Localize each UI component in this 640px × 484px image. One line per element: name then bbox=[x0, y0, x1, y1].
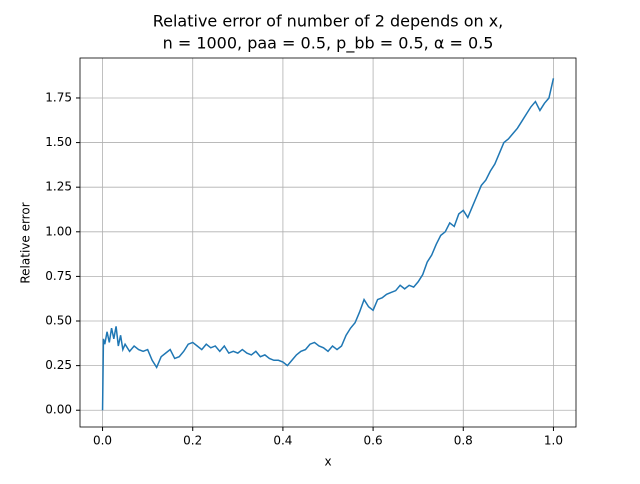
chart-title: Relative error of number of 2 depends on… bbox=[153, 12, 504, 31]
x-tick-label: 1.0 bbox=[544, 434, 563, 448]
y-axis-label: Relative error bbox=[19, 202, 33, 283]
y-tick-label: 0.75 bbox=[45, 269, 72, 283]
plot-frame bbox=[79, 57, 577, 428]
y-tick-label: 0.50 bbox=[45, 314, 72, 328]
x-axis-label: x bbox=[324, 455, 331, 469]
x-tick-label: 0.6 bbox=[364, 434, 383, 448]
chart-title: n = 1000, paa = 0.5, p_bb = 0.5, α = 0.5 bbox=[163, 34, 494, 54]
x-tick-label: 0.2 bbox=[183, 434, 202, 448]
y-tick-label: 1.00 bbox=[45, 224, 72, 238]
y-tick-label: 1.50 bbox=[45, 135, 72, 149]
y-tick-label: 0.00 bbox=[45, 403, 72, 417]
x-tick-label: 0.8 bbox=[454, 434, 473, 448]
y-tick-label: 0.25 bbox=[45, 358, 72, 372]
x-tick-label: 0.0 bbox=[93, 434, 112, 448]
x-tick-label: 0.4 bbox=[273, 434, 292, 448]
y-tick-label: 1.25 bbox=[45, 180, 72, 194]
y-tick-label: 1.75 bbox=[45, 90, 72, 104]
data-line bbox=[101, 78, 555, 411]
